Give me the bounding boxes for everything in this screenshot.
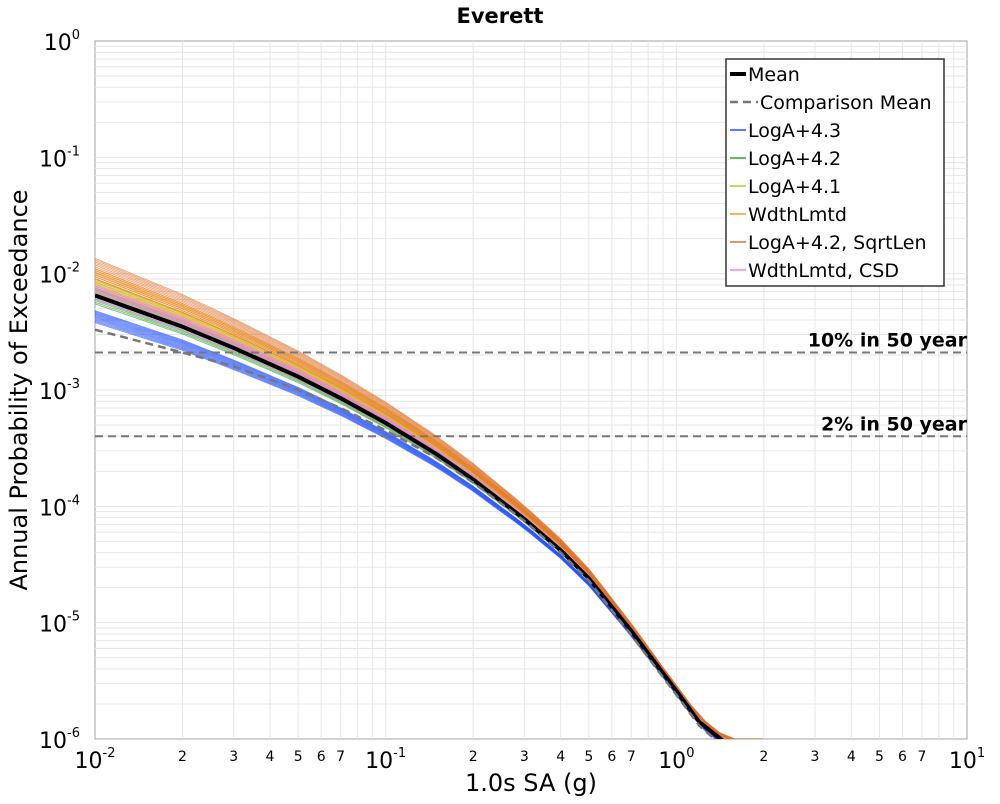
legend-label: LogA+4.2 (748, 148, 841, 170)
grid (95, 41, 967, 739)
x-minor-tick-label: 3 (520, 749, 529, 765)
x-minor-tick-label: 6 (898, 749, 907, 765)
x-minor-tick-label: 2 (469, 749, 478, 765)
comparison-mean-line (95, 328, 717, 739)
x-axis-label: 1.0s SA (g) (465, 769, 597, 797)
legend-label: LogA+4.3 (748, 120, 841, 142)
legend-box (725, 58, 945, 287)
x-minor-tick-label: 4 (556, 749, 565, 765)
x-minor-tick-label: 4 (266, 749, 275, 765)
y-tick-label: 10-3 (39, 377, 80, 405)
x-minor-tick-label: 4 (847, 749, 856, 765)
chart-title: Everett (457, 4, 544, 28)
legend-label: Mean (748, 64, 800, 86)
y-tick-label: 10-1 (39, 144, 80, 172)
y-axis-label: Annual Probability of Exceedance (5, 189, 33, 590)
legend-label: WdthLmtd (748, 204, 847, 226)
x-minor-tick-label: 5 (875, 749, 884, 765)
x-minor-tick-label: 7 (918, 749, 927, 765)
x-minor-tick-label: 2 (178, 749, 187, 765)
reference-line-label: 10% in 50 year (808, 330, 968, 352)
x-tick-label: 101 (949, 746, 985, 774)
reference-line-label: 2% in 50 year (821, 413, 968, 435)
mean-curves (95, 293, 725, 739)
x-minor-tick-label: 7 (627, 749, 636, 765)
legend-label: LogA+4.1 (748, 176, 841, 198)
x-tick-label: 100 (658, 746, 694, 774)
legend-label: Comparison Mean (760, 92, 932, 114)
y-tick-label: 10-5 (39, 610, 80, 638)
y-tick-label: 10-2 (39, 261, 80, 289)
legend-label: LogA+4.2, SqrtLen (748, 232, 927, 254)
x-minor-tick-label: 7 (336, 749, 345, 765)
x-minor-tick-label: 5 (584, 749, 593, 765)
y-tick-label: 100 (44, 28, 80, 56)
x-tick-label: 10-1 (365, 746, 406, 774)
x-minor-tick-label: 6 (607, 749, 616, 765)
x-minor-tick-label: 5 (294, 749, 303, 765)
mean-line (95, 293, 725, 739)
x-minor-tick-label: 3 (229, 749, 238, 765)
x-minor-tick-label: 3 (811, 749, 820, 765)
y-tick-label: 10-6 (39, 726, 80, 754)
curve-loga-4-2-sqrtlen (95, 258, 764, 739)
x-tick-label: 10-2 (75, 746, 116, 774)
legend: Mean Comparison Mean LogA+4.3 LogA+4.2 LogA+… (725, 58, 945, 287)
x-minor-tick-label: 2 (759, 749, 768, 765)
legend-label: WdthLmtd, CSD (748, 260, 899, 282)
x-minor-tick-label: 6 (317, 749, 326, 765)
y-tick-label: 10-4 (39, 493, 80, 521)
reference-lines: 10% in 50 year 2% in 50 year (95, 330, 968, 438)
